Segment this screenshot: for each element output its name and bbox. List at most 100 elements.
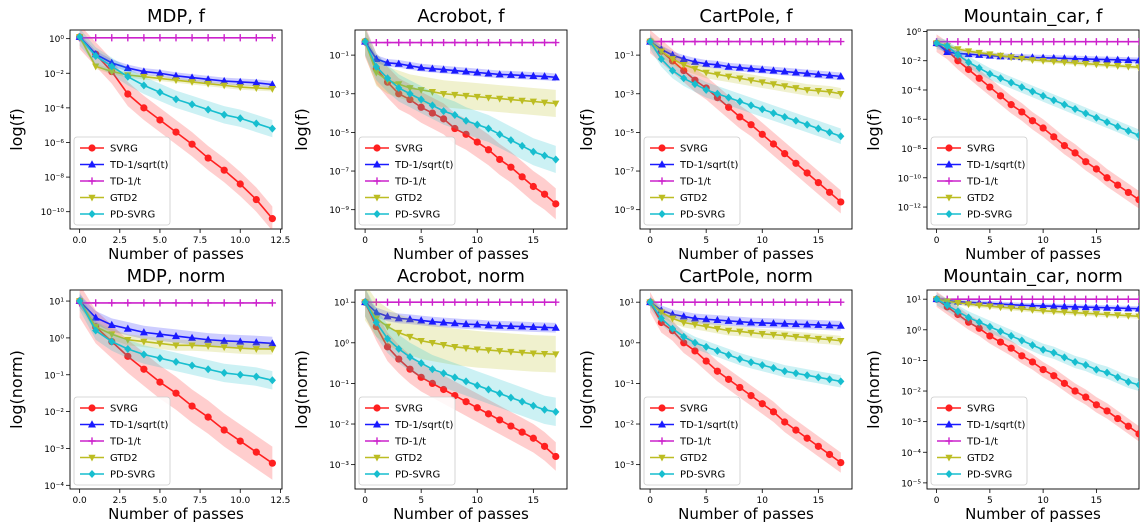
series-td-1-t — [646, 298, 845, 306]
data-point — [529, 71, 538, 79]
data-point — [792, 85, 800, 92]
data-point — [691, 338, 699, 347]
data-point — [747, 329, 755, 337]
legend-label: PD-SVRG — [395, 210, 440, 221]
data-point — [1114, 414, 1122, 423]
legend-marker — [658, 177, 666, 185]
data-point — [780, 319, 789, 327]
data-point — [462, 67, 471, 75]
series-td-1-t — [646, 37, 845, 46]
chart-title: Mountain_car, f — [964, 6, 1104, 27]
data-point — [172, 389, 180, 397]
data-point — [680, 332, 688, 341]
data-point — [836, 321, 845, 329]
data-point — [1124, 126, 1132, 135]
data-point — [372, 69, 380, 77]
x-tick-label: 0 — [362, 236, 368, 246]
data-point — [540, 190, 549, 198]
data-point — [268, 459, 276, 467]
data-point — [220, 368, 228, 377]
data-point — [268, 124, 276, 133]
y-tick-label: 10⁻⁹ — [614, 206, 634, 216]
chart-title: MDP, norm — [127, 266, 226, 287]
data-point — [529, 182, 537, 191]
legend-box — [73, 136, 171, 226]
data-point — [1050, 58, 1058, 66]
data-point — [691, 65, 699, 73]
data-point — [713, 37, 721, 46]
data-point — [769, 319, 778, 327]
data-point — [529, 401, 537, 410]
data-point — [124, 90, 132, 98]
data-point — [1007, 38, 1015, 46]
series-td-1-t — [76, 34, 276, 42]
legend-label: TD-1/sqrt(t) — [966, 160, 1026, 171]
data-point — [204, 413, 212, 421]
y-tick-label: 10¹ — [906, 296, 921, 306]
y-tick-label: 10⁻⁶ — [901, 116, 921, 126]
chart-title: Acrobot, f — [417, 6, 505, 27]
data-point — [155, 330, 164, 338]
series-svrg — [361, 290, 560, 471]
data-point — [713, 60, 722, 68]
data-point — [996, 52, 1005, 60]
data-point — [204, 34, 212, 42]
data-point — [975, 302, 983, 310]
y-tick-label: 10⁻⁴ — [44, 482, 64, 492]
data-point — [758, 361, 766, 370]
data-point — [495, 70, 504, 78]
data-point — [954, 300, 962, 307]
data-point — [92, 326, 100, 335]
data-point — [668, 324, 677, 333]
data-point — [702, 357, 710, 365]
data-point — [484, 385, 493, 394]
data-point — [172, 34, 180, 42]
data-point — [372, 298, 380, 306]
data-point — [1028, 301, 1037, 309]
data-point — [814, 88, 822, 95]
data-point — [473, 68, 482, 76]
data-point — [406, 333, 414, 341]
data-point — [1124, 295, 1132, 303]
series-pd-svrg — [361, 290, 560, 427]
data-point — [1082, 38, 1090, 46]
data-point — [518, 97, 526, 105]
data-point — [657, 37, 665, 46]
data-point — [837, 90, 845, 98]
data-point — [725, 350, 733, 359]
data-point — [1018, 306, 1026, 313]
legend: SVRG TD-1/sqrt(t) TD-1/t GTD2 PD-SVRG — [643, 136, 741, 226]
x-axis-label: Number of passes — [678, 505, 814, 523]
data-point — [792, 298, 800, 306]
y-tick-label: 10⁻⁷ — [614, 168, 634, 178]
series-layer — [932, 34, 1139, 209]
data-point — [1114, 373, 1122, 382]
data-point — [725, 375, 733, 383]
data-point — [1092, 38, 1100, 46]
data-point — [428, 365, 436, 374]
data-point — [986, 83, 994, 91]
data-point — [124, 299, 132, 307]
data-point — [439, 318, 448, 326]
data-point — [395, 329, 403, 337]
data-point — [92, 51, 100, 60]
legend: SVRG TD-1/sqrt(t) TD-1/t GTD2 PD-SVRG — [930, 136, 1028, 226]
data-point — [803, 298, 811, 306]
y-tick-label: 10⁻² — [901, 388, 921, 398]
legend-label: GTD2 — [395, 193, 423, 204]
data-point — [1018, 108, 1026, 116]
legend-marker — [945, 177, 953, 185]
data-point — [529, 38, 537, 47]
data-point — [440, 107, 448, 116]
data-point — [496, 389, 504, 398]
data-point — [496, 130, 504, 139]
data-point — [769, 331, 778, 339]
y-tick-label: 10⁻² — [44, 70, 64, 80]
data-point — [440, 342, 448, 349]
chart-title: MDP, f — [147, 6, 206, 27]
data-point — [825, 188, 834, 196]
data-point — [964, 301, 973, 309]
data-point — [657, 298, 665, 306]
legend-marker — [945, 194, 953, 202]
x-tick-label: 15 — [1091, 496, 1102, 506]
